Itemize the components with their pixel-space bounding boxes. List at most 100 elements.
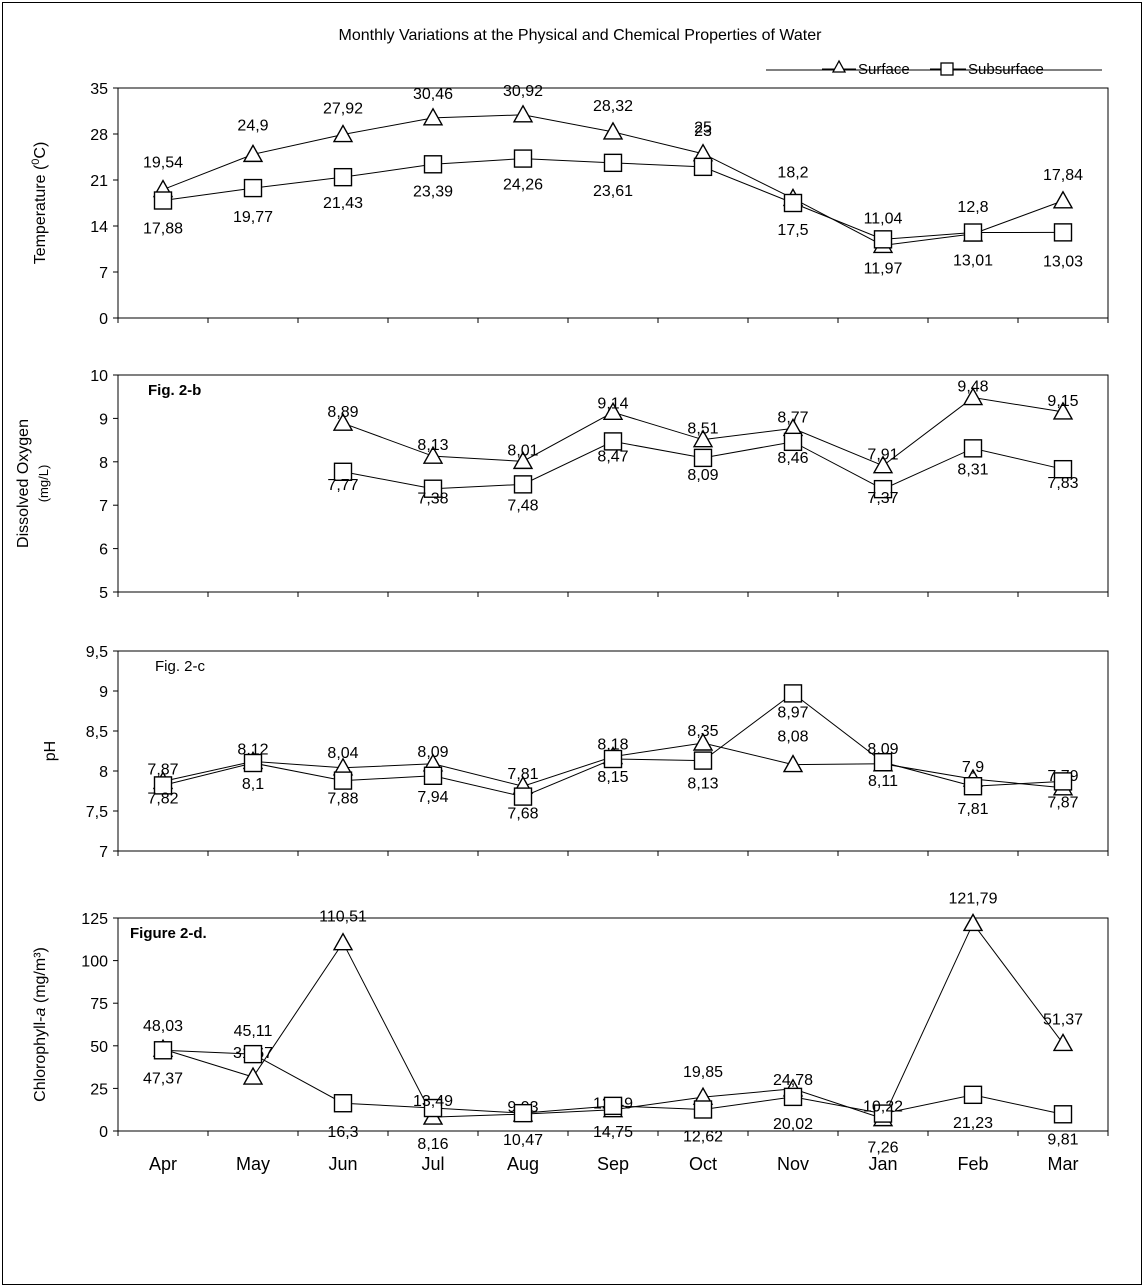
- subsurface-point: [423, 479, 443, 498]
- data-label: 17,88: [143, 221, 183, 238]
- y-tick-label: 7: [99, 844, 108, 861]
- subsurface-point: [873, 753, 893, 772]
- data-label: 12,8: [957, 199, 988, 216]
- x-axis-labels: Apr May Jun Jul Aug Sep Oct Nov Jan Feb Mar: [149, 1154, 1079, 1174]
- subsurface-point: [333, 771, 353, 790]
- surface-point: [422, 445, 444, 464]
- data-label: 7,68: [507, 806, 538, 823]
- x-tick-label: May: [236, 1154, 270, 1174]
- y-tick-label: 7,5: [86, 804, 108, 821]
- surface-point: [332, 932, 354, 951]
- x-tick-label: Sep: [597, 1154, 629, 1174]
- data-label: 13,03: [1043, 253, 1083, 270]
- data-label: 8,97: [777, 704, 808, 721]
- data-label: 21,23: [953, 1115, 993, 1132]
- data-label: 7,87: [147, 761, 178, 778]
- legend-subsurface-marker: [940, 62, 954, 76]
- data-label: 11,97: [864, 260, 903, 277]
- surface-point: [602, 121, 624, 140]
- data-label: 51,37: [1043, 1011, 1083, 1028]
- surface-point: [782, 754, 804, 773]
- y-tick-label: 125: [81, 911, 108, 928]
- subsurface-point: [1053, 1105, 1073, 1124]
- subsurface-point: [603, 153, 623, 173]
- y-tick-label: 8: [99, 455, 108, 472]
- subsurface-point: [963, 1085, 983, 1105]
- subsurface-point: [963, 439, 983, 458]
- data-label: 7,48: [507, 497, 538, 514]
- x-tick-label: Nov: [777, 1154, 809, 1174]
- y-tick-label: 21: [90, 173, 108, 190]
- data-label: 8,47: [597, 448, 628, 465]
- data-label: 7,77: [327, 477, 358, 494]
- y-axis-unit-label: (mg/L): [36, 465, 51, 503]
- data-label: 16,3: [327, 1124, 358, 1141]
- surface-point: [512, 450, 534, 470]
- panel-4: 0 25 50 75 100 125 Chlorophyll-a (mg/m³) Figure…: [32, 890, 1109, 1157]
- data-label: 19,85: [683, 1064, 723, 1081]
- data-label: 12,62: [683, 1128, 723, 1145]
- data-label: 14,75: [593, 1124, 633, 1141]
- data-label: 9,14: [597, 395, 628, 412]
- y-tick-label: 9: [99, 684, 108, 701]
- series-surface: 8,89 8,13 8,01 9,14 8,51 8,77 7,91 9,48 9,15: [327, 379, 1079, 474]
- data-label: 24,78: [773, 1072, 813, 1089]
- data-label: 23,61: [593, 183, 633, 200]
- subsurface-point: [783, 1087, 803, 1107]
- subsurface-point: [243, 178, 263, 198]
- y-tick-label: 28: [90, 127, 108, 144]
- y-axis-label: pH: [42, 741, 59, 761]
- x-tick-label: Jul: [421, 1154, 444, 1174]
- data-label: 8,15: [597, 769, 628, 786]
- x-tick-label: Oct: [689, 1154, 717, 1174]
- data-label: 110,51: [319, 909, 367, 926]
- surface-point: [602, 401, 624, 421]
- y-tick-label: 8: [99, 764, 108, 781]
- data-label: 8,13: [687, 776, 718, 793]
- y-tick-label: 8,5: [86, 724, 108, 741]
- data-label: 8,31: [957, 461, 988, 478]
- plot-area: [117, 87, 1109, 319]
- data-label: 8,09: [687, 467, 718, 484]
- surface-point: [872, 455, 894, 474]
- surface-point: [242, 143, 264, 163]
- data-label: 7,87: [1047, 794, 1078, 811]
- data-label: 7,81: [507, 766, 538, 783]
- data-label: 8,09: [417, 744, 448, 761]
- subsurface-point: [153, 776, 173, 795]
- subsurface-point: [603, 1096, 623, 1116]
- data-label: 10,22: [863, 1099, 903, 1116]
- y-axis-label: Chlorophyll-a (mg/m³): [32, 947, 49, 1102]
- surface-point: [692, 429, 714, 448]
- subsurface-point: [693, 1100, 713, 1119]
- y-tick-label: 9: [99, 411, 108, 428]
- chart-title: Monthly Variations at the Physical and C…: [339, 27, 823, 44]
- data-label: 24,26: [503, 177, 543, 194]
- subsurface-point: [873, 479, 893, 499]
- data-label: 9,48: [957, 379, 988, 396]
- y-tick-label: 0: [99, 311, 108, 328]
- data-label: 18,2: [777, 164, 808, 181]
- data-label: 45,11: [234, 1023, 273, 1040]
- legend-subsurface-label: Subsurface: [968, 61, 1044, 78]
- panel-1: 0 7 14 21 28 35 Temperature (0C) 19,54 24,9 27,92…: [30, 81, 1109, 328]
- data-label: 13,49: [413, 1093, 453, 1110]
- plot-area: [117, 650, 1109, 852]
- data-label: 30,92: [503, 83, 543, 100]
- data-label: 23: [694, 123, 712, 140]
- data-label: 19,77: [233, 209, 273, 226]
- series-subsurface: 7,77 7,38 7,48 8,47 8,09 8,46 7,37 8,31 7,83: [327, 432, 1079, 514]
- legend: Surface Subsurface: [766, 59, 1102, 78]
- y-tick-label: 25: [90, 1081, 108, 1098]
- data-label: 8,77: [777, 409, 808, 426]
- subsurface-point: [693, 157, 713, 177]
- surface-point: [692, 732, 714, 751]
- subsurface-point: [513, 475, 533, 494]
- data-label: 121,79: [949, 890, 998, 907]
- subsurface-point: [693, 448, 713, 468]
- y-tick-label: 6: [99, 542, 108, 559]
- x-tick-label: Aug: [507, 1154, 539, 1174]
- surface-point: [242, 1066, 264, 1085]
- y-tick-label: 14: [90, 219, 108, 236]
- data-label: 8,11: [868, 773, 898, 790]
